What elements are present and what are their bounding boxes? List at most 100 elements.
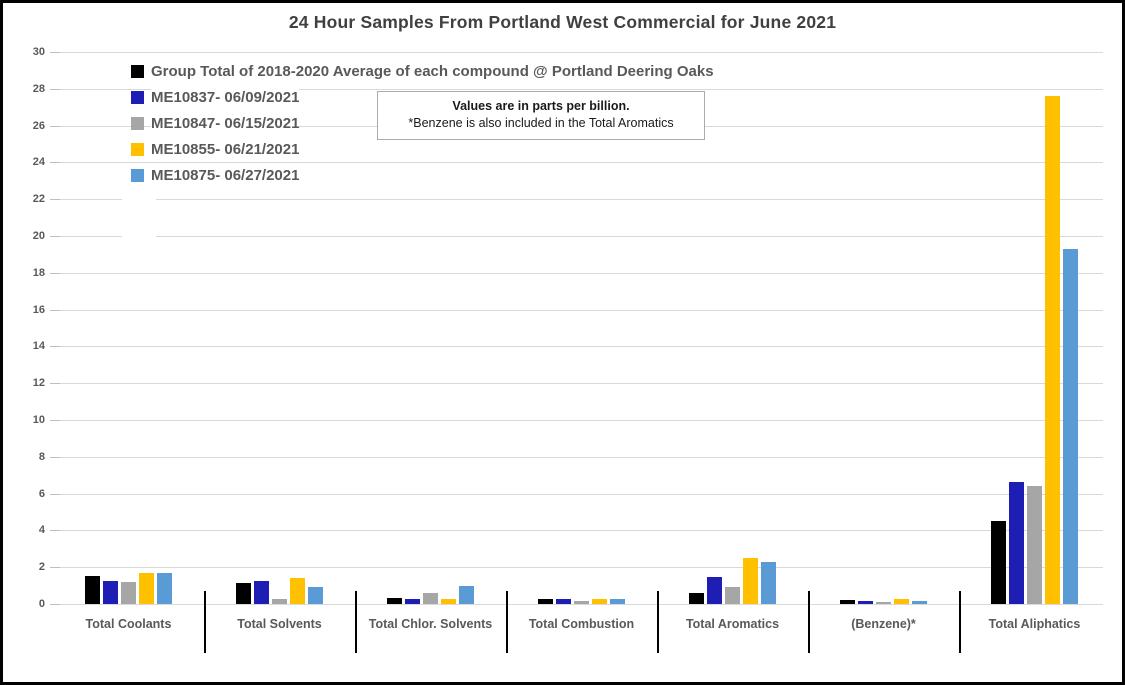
- gridline-0: [60, 604, 1103, 605]
- legend-label: Group Total of 2018-2020 Average of each…: [151, 61, 714, 81]
- gridline-18: [60, 272, 1103, 274]
- bar: [139, 572, 154, 604]
- legend-swatch-icon: [131, 142, 144, 156]
- legend-item-1: Group Total of 2018-2020 Average of each…: [131, 58, 714, 84]
- category-label-5: Total Aromatics: [685, 617, 780, 631]
- y-axis-tick-label: 10: [32, 414, 45, 426]
- legend-label: ME10875- 06/27/2021: [151, 165, 300, 185]
- bar: [689, 593, 704, 604]
- category-label-4: Total Combustion: [528, 617, 635, 631]
- bar: [592, 598, 607, 604]
- category-label-1: Total Coolants: [85, 617, 172, 631]
- bar: [574, 601, 589, 604]
- y-axis-tick-label: 12: [32, 377, 45, 390]
- y-axis-tick-label: 0: [38, 598, 45, 610]
- legend-swatch-icon: [131, 64, 144, 78]
- y-axis-tick-label: 24: [32, 156, 45, 169]
- axis-tick-20: [50, 236, 60, 237]
- bar: [157, 572, 172, 604]
- bar: [912, 601, 927, 604]
- bar: [743, 558, 758, 604]
- gridline-4: [60, 530, 1103, 532]
- annotation-benzene-note: *Benzene is also included in the Total A…: [408, 116, 674, 130]
- annotation-units-note: Values are in parts per billion.: [452, 99, 630, 113]
- bar: [441, 599, 456, 604]
- bar: [236, 582, 251, 604]
- bar: [894, 598, 909, 604]
- gridline-20: [60, 236, 1103, 237]
- bar: [405, 599, 420, 604]
- bar: [1027, 486, 1042, 604]
- chart-title: 24 Hour Samples From Portland West Comme…: [288, 12, 837, 32]
- axis-tick-2: [50, 567, 60, 569]
- gridline-28: [60, 88, 1103, 90]
- axis-tick-28: [50, 88, 60, 90]
- bar: [423, 593, 438, 604]
- legend-item-2: ME10837- 06/09/2021: [131, 84, 714, 110]
- y-axis-tick-label: 16: [32, 303, 45, 316]
- legend-swatch-icon: [131, 90, 144, 104]
- bar: [538, 599, 553, 604]
- bar: [858, 601, 873, 604]
- plot-area: 0 2 4 6 8 10 12 14 16 18 20 22 24 26 28 30 Total Coolant…: [3, 3, 1122, 682]
- bar: [707, 577, 722, 604]
- bar: [308, 587, 323, 604]
- gridline-12: [60, 383, 1103, 385]
- bar: [272, 598, 287, 604]
- y-axis-tick-label: 28: [32, 82, 45, 95]
- category-separator: [808, 591, 810, 653]
- axis-tick-10: [50, 420, 60, 421]
- gridline-16: [60, 309, 1103, 311]
- y-axis-tick-label: 20: [32, 230, 45, 242]
- bar: [761, 561, 776, 604]
- bar: [290, 578, 305, 604]
- legend-item-3: ME10847- 06/15/2021: [131, 110, 714, 136]
- bar: [840, 600, 855, 604]
- axis-tick-22: [50, 199, 60, 201]
- gridline-30: [60, 52, 1103, 53]
- gridline-10: [60, 420, 1103, 421]
- legend-item-4: ME10855- 06/21/2021: [131, 136, 714, 162]
- bar: [556, 598, 571, 604]
- category-label-3: Total Chlor. Solvents: [368, 617, 493, 631]
- axis-tick-24: [50, 162, 60, 164]
- y-axis-tick-label: 8: [38, 450, 45, 463]
- axis-tick-8: [50, 456, 60, 458]
- category-label-6: (Benzene)*: [851, 617, 916, 631]
- bar: [1045, 96, 1060, 604]
- axis-tick-18: [50, 272, 60, 274]
- axis-tick-26: [50, 125, 60, 127]
- annotation-box: Values are in parts per billion. *Benzen…: [377, 91, 705, 140]
- y-axis-tick-label: 30: [32, 46, 45, 58]
- axis-tick-6: [50, 493, 60, 495]
- category-label-7: Total Aliphatics: [988, 617, 1081, 631]
- axis-tick-30: [50, 52, 60, 53]
- gridline-8: [60, 456, 1103, 458]
- bar: [991, 521, 1006, 604]
- bar: [254, 581, 269, 604]
- gridline-24: [60, 162, 1103, 164]
- axis-tick-16: [50, 309, 60, 311]
- bar: [459, 585, 474, 604]
- axis-tick-14: [50, 346, 60, 348]
- bar: [121, 581, 136, 604]
- gridline-14: [60, 346, 1103, 348]
- axis-tick-0: [50, 604, 60, 605]
- legend-swatch-icon: [131, 116, 144, 130]
- category-label-2: Total Solvents: [237, 617, 322, 631]
- y-axis-tick-label: 4: [38, 524, 45, 537]
- legend-swatch-icon: [131, 168, 144, 182]
- gridline-6: [60, 493, 1103, 495]
- y-axis-tick-label: 26: [32, 119, 45, 132]
- y-axis-tick-label: 14: [32, 340, 45, 353]
- category-separator: [204, 591, 206, 653]
- y-axis-tick-label: 2: [38, 561, 45, 574]
- white-patch: [122, 184, 156, 255]
- y-axis-tick-label: 18: [32, 266, 45, 279]
- category-separator: [355, 591, 357, 653]
- gridline-2: [60, 567, 1103, 569]
- category-separator: [506, 591, 508, 653]
- legend-label: ME10855- 06/21/2021: [151, 139, 300, 159]
- legend-label: ME10847- 06/15/2021: [151, 113, 300, 133]
